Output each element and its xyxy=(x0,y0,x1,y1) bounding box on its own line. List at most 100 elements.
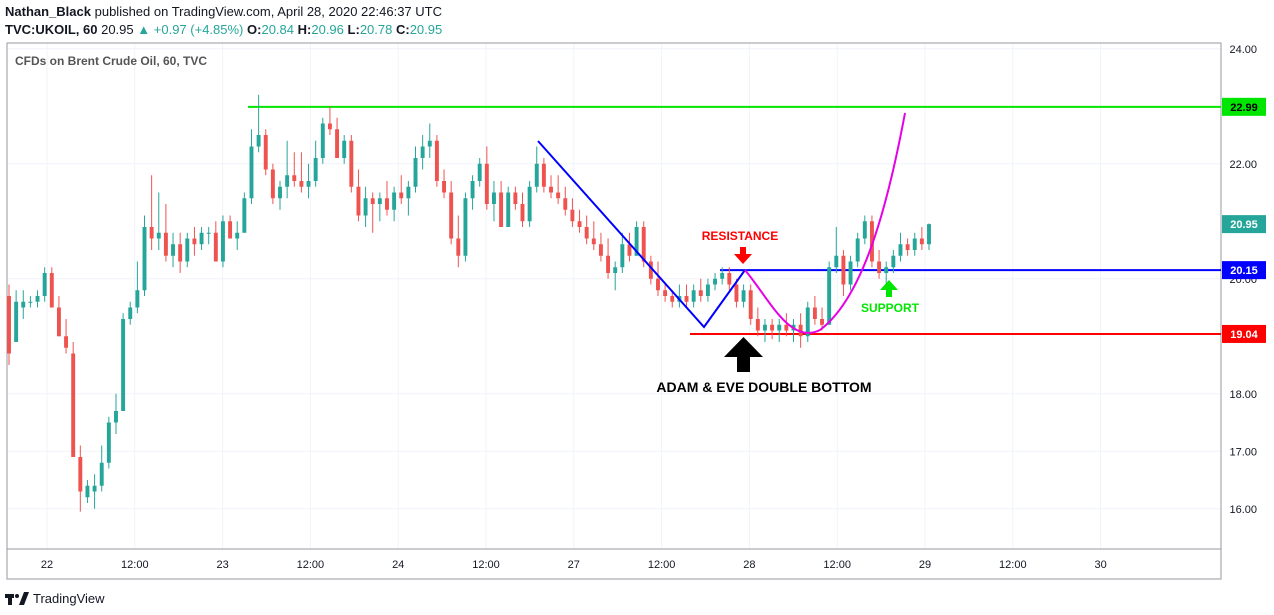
x-tick-label: 12:00 xyxy=(999,559,1027,571)
candle-body xyxy=(698,290,703,296)
candle xyxy=(563,186,568,216)
candle xyxy=(755,307,760,337)
candle xyxy=(35,290,40,308)
candle xyxy=(513,186,518,210)
price-chart[interactable]: CFDs on Brent Crude Oil, 60, TVC 16.00 17… xyxy=(0,0,1274,580)
candle xyxy=(28,296,33,308)
candle xyxy=(235,221,240,250)
candle xyxy=(506,186,511,227)
footer-brand[interactable]: TradingView xyxy=(33,590,105,606)
candle xyxy=(534,146,539,193)
candle xyxy=(392,186,397,222)
x-tick-label: 24 xyxy=(392,559,404,571)
candle xyxy=(698,278,703,302)
candle-body xyxy=(656,278,660,291)
candle xyxy=(527,181,532,227)
candle xyxy=(869,215,874,268)
y-tick-label: 24.00 xyxy=(1229,44,1257,56)
candle-body xyxy=(534,163,539,187)
candle xyxy=(420,135,425,170)
candle-body xyxy=(634,227,639,256)
candle-body xyxy=(178,244,183,262)
candle-body xyxy=(299,181,304,187)
candle-body xyxy=(49,273,54,308)
candle xyxy=(648,255,653,285)
adam-bottom-trendline[interactable] xyxy=(537,140,746,329)
candle-body xyxy=(570,209,575,222)
candle-body xyxy=(35,296,40,302)
candle xyxy=(85,480,90,503)
candle-body xyxy=(85,485,90,498)
candle-body xyxy=(513,192,518,204)
candle-body xyxy=(919,238,924,245)
candle xyxy=(905,238,910,256)
candle xyxy=(178,232,183,273)
candle-body xyxy=(21,301,26,308)
candle xyxy=(898,232,903,262)
tradingview-logo-icon[interactable] xyxy=(5,591,29,605)
candle xyxy=(434,135,439,187)
candle-body xyxy=(484,163,489,204)
candle-body xyxy=(520,204,525,222)
candle-body xyxy=(7,296,11,354)
candle xyxy=(891,250,896,273)
symbol-info: TVC:UKOIL, 60 20.95 ▲ +0.97 (+4.85%) O:2… xyxy=(5,22,442,37)
candle xyxy=(663,284,668,302)
x-tick-label: 12:00 xyxy=(472,559,500,571)
candle-body xyxy=(142,227,147,291)
candle xyxy=(427,123,432,158)
candle-body xyxy=(320,123,325,158)
candle xyxy=(213,221,218,262)
candle xyxy=(199,227,204,250)
candle-body xyxy=(249,146,254,199)
candle xyxy=(356,169,361,222)
x-tick-label: 12:00 xyxy=(121,559,149,571)
candle-body xyxy=(798,324,803,337)
last-price-box xyxy=(1222,215,1266,234)
candle-body xyxy=(584,227,589,239)
author-name[interactable]: Nathan_Black xyxy=(5,4,91,19)
candle-body xyxy=(163,232,168,256)
candle xyxy=(413,146,418,193)
y-tick-label: 22.00 xyxy=(1229,159,1257,171)
candle xyxy=(135,261,140,314)
candle xyxy=(49,267,54,308)
x-tick-label: 12:00 xyxy=(823,559,851,571)
candle xyxy=(570,198,575,227)
footer: TradingView xyxy=(5,588,105,608)
candle-body xyxy=(156,232,161,239)
candle-body xyxy=(14,301,19,342)
x-tick-label: 28 xyxy=(743,559,755,571)
candle xyxy=(306,163,311,199)
candle-body xyxy=(477,163,482,181)
candle-body xyxy=(349,140,354,187)
candle xyxy=(770,319,775,340)
candle-body xyxy=(28,301,33,303)
candle-body xyxy=(106,422,111,463)
candle-body xyxy=(327,123,332,130)
candle xyxy=(484,146,489,210)
candle xyxy=(541,158,546,193)
candle-body xyxy=(898,244,903,256)
candle xyxy=(192,227,197,256)
candle xyxy=(64,319,69,354)
candle xyxy=(349,135,354,193)
candle-body xyxy=(563,198,568,210)
candle xyxy=(385,181,389,216)
candle xyxy=(442,169,446,199)
candle-body xyxy=(869,221,874,262)
candle xyxy=(791,319,796,342)
candle-body xyxy=(805,307,810,337)
candle xyxy=(691,284,696,308)
candle-body xyxy=(734,284,739,302)
candle xyxy=(656,261,660,296)
candle-body xyxy=(598,244,603,256)
open-value: 20.84 xyxy=(261,22,295,37)
candle-body xyxy=(463,198,468,256)
candle-body xyxy=(748,290,753,319)
eve-bottom-curve[interactable] xyxy=(744,112,906,334)
candle-body xyxy=(78,457,83,492)
candle-body xyxy=(499,192,504,227)
candle-body xyxy=(627,244,632,256)
candle xyxy=(748,284,753,325)
